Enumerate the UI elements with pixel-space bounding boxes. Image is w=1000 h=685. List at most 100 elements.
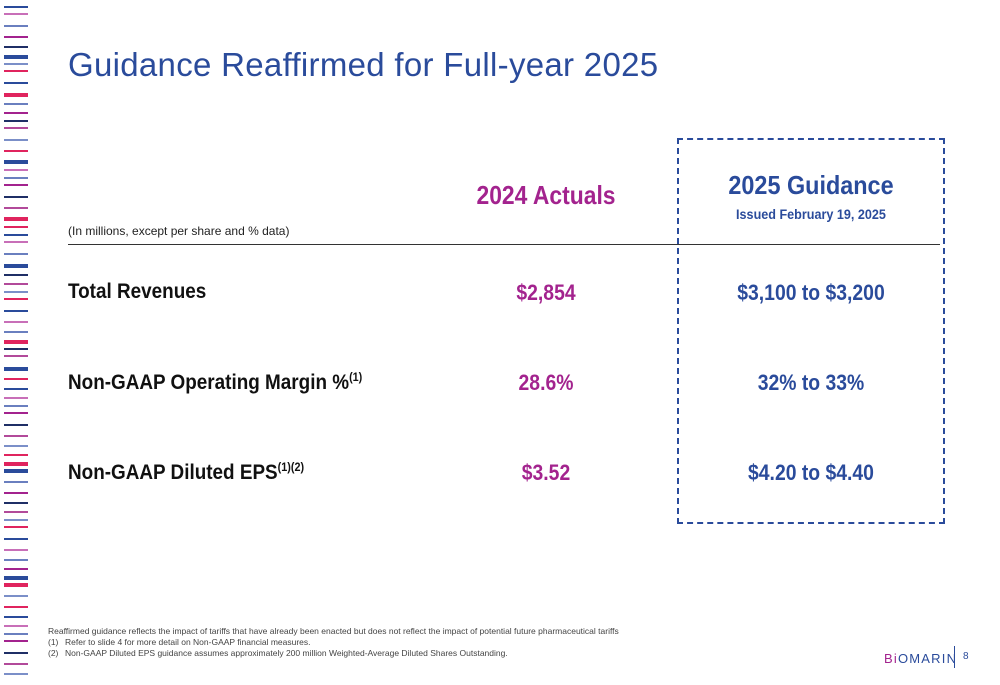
- decorative-stripe: [4, 196, 28, 198]
- decorative-stripe: [4, 253, 28, 255]
- decorative-stripe: [4, 424, 28, 426]
- logo-part: OMARIN: [897, 651, 958, 666]
- total-revenues-2024: $2,854: [516, 280, 576, 305]
- decorative-stripe: [4, 46, 28, 48]
- footnote-marker: (2): [48, 648, 59, 658]
- decorative-stripe: [4, 511, 28, 513]
- decorative-stripe: [4, 112, 28, 114]
- slide-title: Guidance Reaffirmed for Full-year 2025: [68, 46, 659, 83]
- units-note: (In millions, except per share and % dat…: [68, 224, 290, 238]
- decorative-stripe: [4, 673, 28, 675]
- row-label-text: Total Revenues: [68, 280, 207, 303]
- decorative-stripe: [4, 445, 28, 447]
- decorative-stripe: [4, 606, 28, 608]
- decorative-stripe: [4, 120, 28, 122]
- decorative-stripe: [4, 412, 28, 414]
- decorative-stripe: [4, 298, 28, 300]
- decorative-stripe: [4, 625, 28, 627]
- decorative-stripe: [4, 388, 28, 390]
- footnote-intro: Reaffirmed guidance reflects the impact …: [48, 626, 619, 636]
- footnotes: Reaffirmed guidance reflects the impact …: [48, 626, 619, 659]
- row-label-text: Non-GAAP Operating Margin %: [68, 371, 350, 394]
- decorative-stripe: [4, 226, 28, 228]
- decorative-stripe: [4, 321, 28, 323]
- decorative-stripe: [4, 184, 28, 186]
- decorative-stripe: [4, 538, 28, 540]
- decorative-stripe: [4, 663, 28, 665]
- decorative-stripe: [4, 103, 28, 105]
- diluted-eps-2025-guidance: $4.20 to $4.40: [748, 460, 874, 485]
- actuals-column-header: 2024 Actuals: [476, 180, 616, 210]
- decorative-stripe: [4, 519, 28, 521]
- decorative-stripe: [4, 526, 28, 528]
- decorative-stripe: [4, 492, 28, 494]
- page-number: 8: [963, 651, 969, 662]
- decorative-stripe: [4, 652, 28, 654]
- footnote-text: Refer to slide 4 for more detail on Non-…: [65, 637, 311, 647]
- decorative-stripe: [4, 378, 28, 380]
- decorative-stripe: [4, 469, 28, 473]
- decorative-stripe: [4, 70, 28, 72]
- row-label-operating-margin: Non-GAAP Operating Margin %(1): [68, 370, 362, 395]
- decorative-stripe: [4, 264, 28, 268]
- decorative-stripe: [4, 93, 28, 97]
- footnote-1: (1) Refer to slide 4 for more detail on N…: [48, 637, 619, 648]
- decorative-stripe: [4, 55, 28, 59]
- operating-margin-2025-guidance: 32% to 33%: [757, 370, 865, 395]
- logo-divider: [954, 646, 955, 668]
- decorative-stripe: [4, 367, 28, 371]
- decorative-stripe: [4, 397, 28, 399]
- decorative-stripe: [4, 139, 28, 141]
- decorative-stripe: [4, 616, 28, 618]
- decorative-stripe: [4, 25, 28, 27]
- footnote-ref: (1): [349, 370, 363, 384]
- decorative-stripe: [4, 150, 28, 152]
- decorative-stripe: [4, 462, 28, 466]
- total-revenues-2025-guidance: $3,100 to $3,200: [737, 280, 885, 305]
- decorative-stripe: [4, 234, 28, 236]
- row-label-diluted-eps: Non-GAAP Diluted EPS(1)(2): [68, 460, 304, 485]
- decorative-stripe: [4, 454, 28, 456]
- decorative-stripe: [4, 331, 28, 333]
- decorative-stripe: [4, 502, 28, 504]
- guidance-column-header: 2025 Guidance: [728, 170, 894, 200]
- guidance-highlight-box: [677, 138, 945, 524]
- header-divider: [68, 244, 940, 245]
- footnote-text: Non-GAAP Diluted EPS guidance assumes ap…: [65, 648, 508, 658]
- footnote-ref: (1)(2): [277, 460, 305, 474]
- decorative-stripe: [4, 207, 28, 209]
- decorative-stripe: [4, 348, 28, 350]
- biomarin-logo: BiOMARIN: [884, 651, 957, 666]
- decorative-stripe: [4, 583, 28, 587]
- decorative-stripe: [4, 595, 28, 597]
- decorative-stripe: [4, 127, 28, 129]
- decorative-stripe: [4, 82, 28, 84]
- decorative-stripes: [0, 0, 34, 685]
- decorative-stripe: [4, 291, 28, 293]
- decorative-stripe: [4, 169, 28, 171]
- decorative-stripe: [4, 435, 28, 437]
- decorative-stripe: [4, 481, 28, 483]
- decorative-stripe: [4, 576, 28, 580]
- diluted-eps-2024: $3.52: [521, 460, 571, 485]
- decorative-stripe: [4, 640, 28, 642]
- decorative-stripe: [4, 241, 28, 243]
- decorative-stripe: [4, 63, 28, 65]
- decorative-stripe: [4, 217, 28, 221]
- footnote-marker: (1): [48, 637, 59, 647]
- decorative-stripe: [4, 160, 28, 164]
- decorative-stripe: [4, 549, 28, 551]
- decorative-stripe: [4, 568, 28, 570]
- guidance-issued-date: Issued February 19, 2025: [736, 206, 886, 222]
- footnote-2: (2) Non-GAAP Diluted EPS guidance assumes…: [48, 648, 619, 659]
- decorative-stripe: [4, 340, 28, 344]
- operating-margin-2024: 28.6%: [518, 370, 574, 395]
- decorative-stripe: [4, 633, 28, 635]
- decorative-stripe: [4, 559, 28, 561]
- row-label-text: Non-GAAP Diluted EPS: [68, 461, 278, 484]
- decorative-stripe: [4, 405, 28, 407]
- decorative-stripe: [4, 13, 28, 15]
- row-label-total-revenues: Total Revenues: [68, 280, 206, 304]
- decorative-stripe: [4, 274, 28, 276]
- decorative-stripe: [4, 355, 28, 357]
